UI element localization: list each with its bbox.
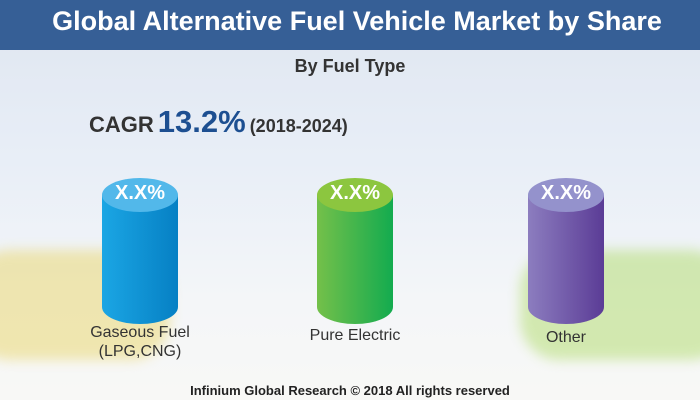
chart-subtitle: By Fuel Type [294,56,406,76]
category-label-line: (LPG,CNG) [98,343,182,360]
cagr-label: CAGR [89,112,154,137]
cagr-value: 13.2% [157,104,246,139]
copyright-footer: Infinium Global Research © 2018 All righ… [190,383,510,398]
cagr-period: (2018-2024) [249,116,348,136]
title-banner: Global Alternative Fuel Vehicle Market b… [0,0,700,50]
cylinder-bar: X.X% [317,178,393,324]
cylinder-top [102,178,178,212]
chart-title: Global Alternative Fuel Vehicle Market b… [52,6,662,36]
cylinder-bar: X.X% [528,178,604,324]
cylinder-top [528,178,604,212]
cylinder-bar: X.X% [102,178,178,324]
cylinder-top [317,178,393,212]
data-label: X.X% [329,182,381,204]
cylinder-body [317,195,393,307]
category-label-line: Pure Electric [309,327,401,344]
cylinder-body [528,195,604,307]
cagr-callout: CAGR 13.2% (2018-2024) [89,104,348,140]
data-label: X.X% [540,182,592,204]
cylinder-body [102,195,178,307]
category-label: Gaseous Fuel (LPG,CNG) [40,323,240,361]
category-label-line: Other [545,329,586,346]
category-label: Other [466,328,666,347]
category-label-line: Gaseous Fuel [90,324,190,341]
data-label: X.X% [114,182,166,204]
category-label: Pure Electric [255,326,455,345]
